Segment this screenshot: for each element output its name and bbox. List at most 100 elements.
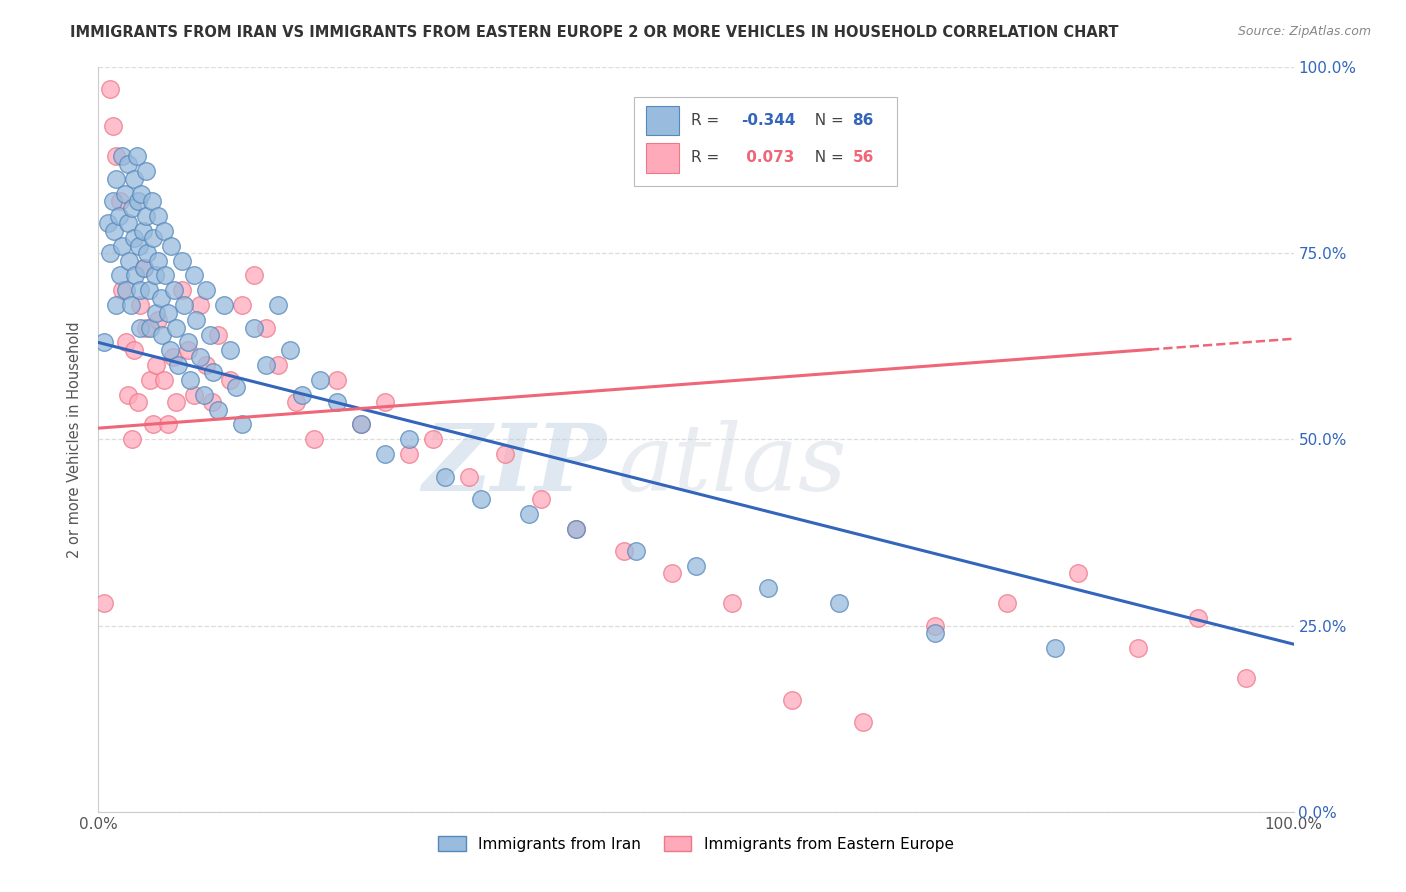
Point: [565, 522, 588, 536]
Point: [188, 298, 211, 312]
Text: -0.344: -0.344: [741, 113, 796, 128]
Point: [132, 260, 155, 275]
Point: [374, 447, 396, 461]
Point: [124, 171, 146, 186]
Text: N =: N =: [804, 113, 848, 128]
Point: [243, 320, 266, 334]
Point: [121, 202, 143, 216]
Point: [145, 358, 167, 372]
Point: [160, 238, 183, 252]
Text: IMMIGRANTS FROM IRAN VS IMMIGRANTS FROM EASTERN EUROPE 2 OR MORE VEHICLES IN HOU: IMMIGRANTS FROM IRAN VS IMMIGRANTS FROM …: [70, 25, 1119, 40]
Point: [494, 447, 516, 461]
Point: [111, 238, 134, 252]
Point: [129, 320, 152, 334]
Point: [165, 320, 187, 334]
Point: [148, 209, 170, 223]
Point: [458, 469, 481, 483]
Point: [145, 306, 167, 320]
Point: [156, 417, 179, 432]
Text: atlas: atlas: [619, 420, 848, 510]
Point: [163, 284, 186, 298]
Point: [326, 395, 349, 409]
Point: [350, 417, 373, 432]
Point: [1234, 671, 1257, 685]
Text: 56: 56: [852, 150, 875, 165]
Point: [148, 313, 170, 327]
Point: [148, 253, 170, 268]
Point: [173, 298, 195, 312]
Point: [326, 373, 349, 387]
Point: [177, 335, 200, 350]
Point: [103, 224, 125, 238]
Point: [135, 320, 157, 334]
Point: [183, 268, 205, 283]
Point: [291, 387, 314, 401]
Point: [135, 164, 157, 178]
Point: [422, 433, 444, 447]
Point: [97, 216, 120, 230]
Point: [150, 328, 173, 343]
Point: [142, 231, 165, 245]
Point: [129, 284, 152, 298]
Point: [172, 284, 194, 298]
Point: [139, 373, 162, 387]
Point: [302, 433, 325, 447]
Point: [127, 395, 149, 409]
Point: [195, 358, 218, 372]
Point: [142, 417, 165, 432]
FancyBboxPatch shape: [634, 96, 897, 186]
Point: [105, 298, 128, 312]
Point: [201, 395, 224, 409]
FancyBboxPatch shape: [645, 105, 679, 136]
Text: 0.073: 0.073: [741, 150, 794, 165]
Point: [128, 238, 150, 252]
Point: [212, 298, 235, 312]
Point: [105, 171, 128, 186]
Point: [207, 402, 229, 417]
Point: [613, 544, 636, 558]
Point: [254, 320, 277, 334]
Text: Source: ZipAtlas.com: Source: ZipAtlas.com: [1237, 25, 1371, 38]
Point: [129, 298, 152, 312]
Point: [183, 387, 205, 401]
Point: [159, 343, 181, 357]
Point: [124, 343, 146, 357]
Point: [121, 433, 143, 447]
Point: [127, 194, 149, 208]
Point: [231, 417, 253, 432]
Point: [172, 253, 194, 268]
Point: [193, 387, 215, 401]
Point: [231, 298, 253, 312]
Point: [156, 306, 179, 320]
Point: [350, 417, 373, 432]
Point: [98, 246, 122, 260]
Point: [721, 596, 744, 610]
Point: [685, 558, 707, 573]
Point: [114, 186, 136, 201]
Point: [470, 491, 492, 506]
Point: [243, 268, 266, 283]
Point: [924, 626, 946, 640]
Point: [141, 194, 163, 208]
Point: [626, 544, 648, 558]
Point: [188, 351, 211, 365]
Point: [254, 358, 277, 372]
Point: [924, 618, 946, 632]
Point: [1043, 640, 1066, 655]
Point: [124, 268, 146, 283]
Point: [111, 149, 134, 163]
Point: [179, 373, 201, 387]
Point: [143, 268, 166, 283]
Point: [219, 373, 242, 387]
Point: [124, 231, 146, 245]
Point: [398, 447, 420, 461]
Point: [995, 596, 1018, 610]
Point: [756, 582, 779, 596]
Point: [530, 491, 553, 506]
Point: [153, 373, 176, 387]
Point: [278, 343, 301, 357]
Point: [162, 351, 184, 365]
Point: [98, 82, 122, 96]
Point: [195, 284, 218, 298]
Point: [138, 284, 160, 298]
